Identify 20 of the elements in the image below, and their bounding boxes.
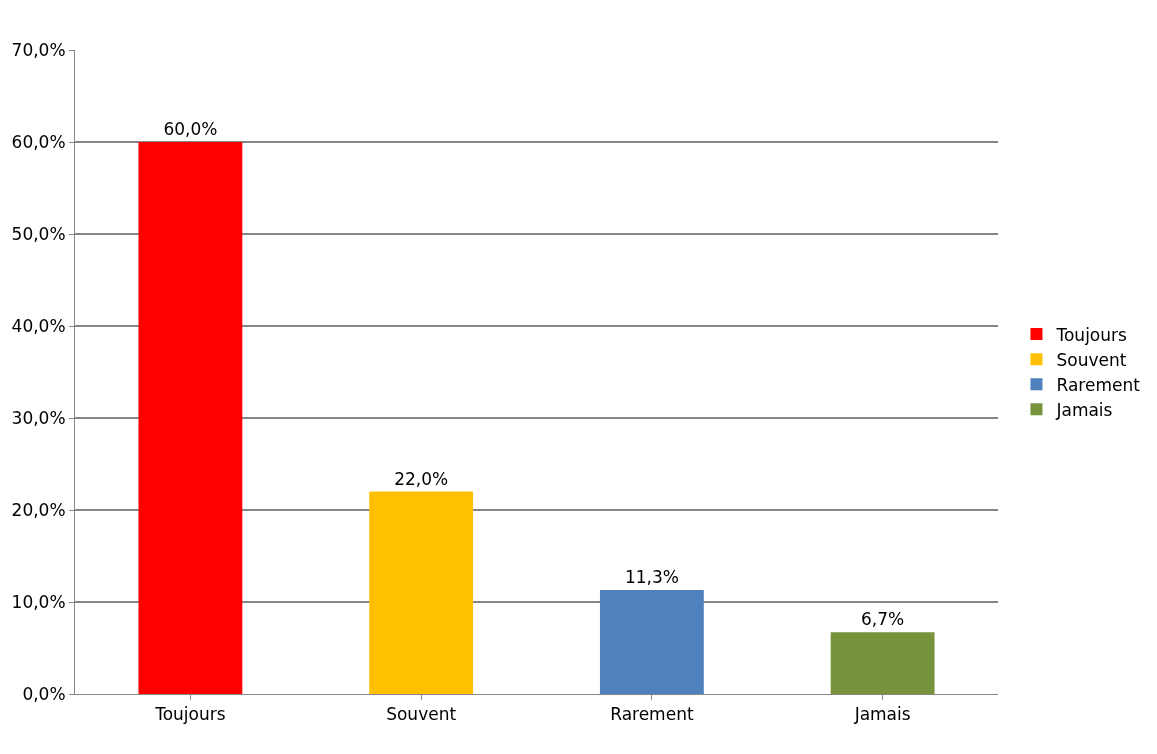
data-label: 60,0% [163, 119, 218, 139]
y-tick-label: 20,0% [11, 499, 66, 520]
x-tick-label: Souvent [386, 704, 457, 725]
data-label: 11,3% [624, 567, 679, 588]
y-tick-label: 50,0% [11, 223, 66, 244]
x-tick-label: Rarement [610, 704, 694, 725]
x-tick-label: Jamais [853, 704, 911, 725]
y-tick-label: 70,0% [11, 39, 66, 60]
y-tick-label: 30,0% [11, 407, 66, 428]
data-label: 6,7% [861, 609, 905, 630]
y-tick-label: 60,0% [11, 131, 66, 152]
x-tick-label: Toujours [154, 704, 226, 725]
y-tick-label: 10,0% [11, 591, 66, 612]
y-tick-label: 40,0% [11, 315, 66, 336]
legend-label: Rarement [1056, 374, 1141, 395]
legend-label: Jamais [1055, 399, 1113, 420]
data-label: 22,0% [394, 468, 449, 489]
legend-label: Toujours [1055, 324, 1128, 345]
legend-label: Souvent [1056, 349, 1127, 370]
y-tick-label: 0,0% [22, 683, 66, 704]
